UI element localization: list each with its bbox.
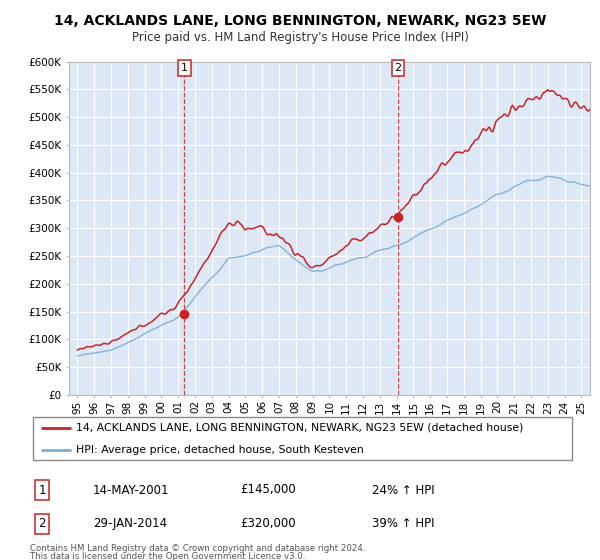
- FancyBboxPatch shape: [33, 417, 572, 460]
- Text: 14-MAY-2001: 14-MAY-2001: [93, 483, 170, 497]
- Text: 1: 1: [38, 483, 46, 497]
- Text: 39% ↑ HPI: 39% ↑ HPI: [372, 517, 434, 530]
- Text: This data is licensed under the Open Government Licence v3.0.: This data is licensed under the Open Gov…: [30, 552, 305, 560]
- Text: 2: 2: [38, 517, 46, 530]
- Text: 1: 1: [181, 63, 188, 73]
- Text: 14, ACKLANDS LANE, LONG BENNINGTON, NEWARK, NG23 5EW (detached house): 14, ACKLANDS LANE, LONG BENNINGTON, NEWA…: [76, 423, 524, 433]
- Text: £320,000: £320,000: [240, 517, 296, 530]
- Text: Price paid vs. HM Land Registry's House Price Index (HPI): Price paid vs. HM Land Registry's House …: [131, 31, 469, 44]
- Text: £145,000: £145,000: [240, 483, 296, 497]
- Text: Contains HM Land Registry data © Crown copyright and database right 2024.: Contains HM Land Registry data © Crown c…: [30, 544, 365, 553]
- Text: 2: 2: [394, 63, 401, 73]
- Text: HPI: Average price, detached house, South Kesteven: HPI: Average price, detached house, Sout…: [76, 445, 364, 455]
- Text: 24% ↑ HPI: 24% ↑ HPI: [372, 483, 434, 497]
- Text: 29-JAN-2014: 29-JAN-2014: [93, 517, 167, 530]
- Text: 14, ACKLANDS LANE, LONG BENNINGTON, NEWARK, NG23 5EW: 14, ACKLANDS LANE, LONG BENNINGTON, NEWA…: [54, 14, 546, 28]
